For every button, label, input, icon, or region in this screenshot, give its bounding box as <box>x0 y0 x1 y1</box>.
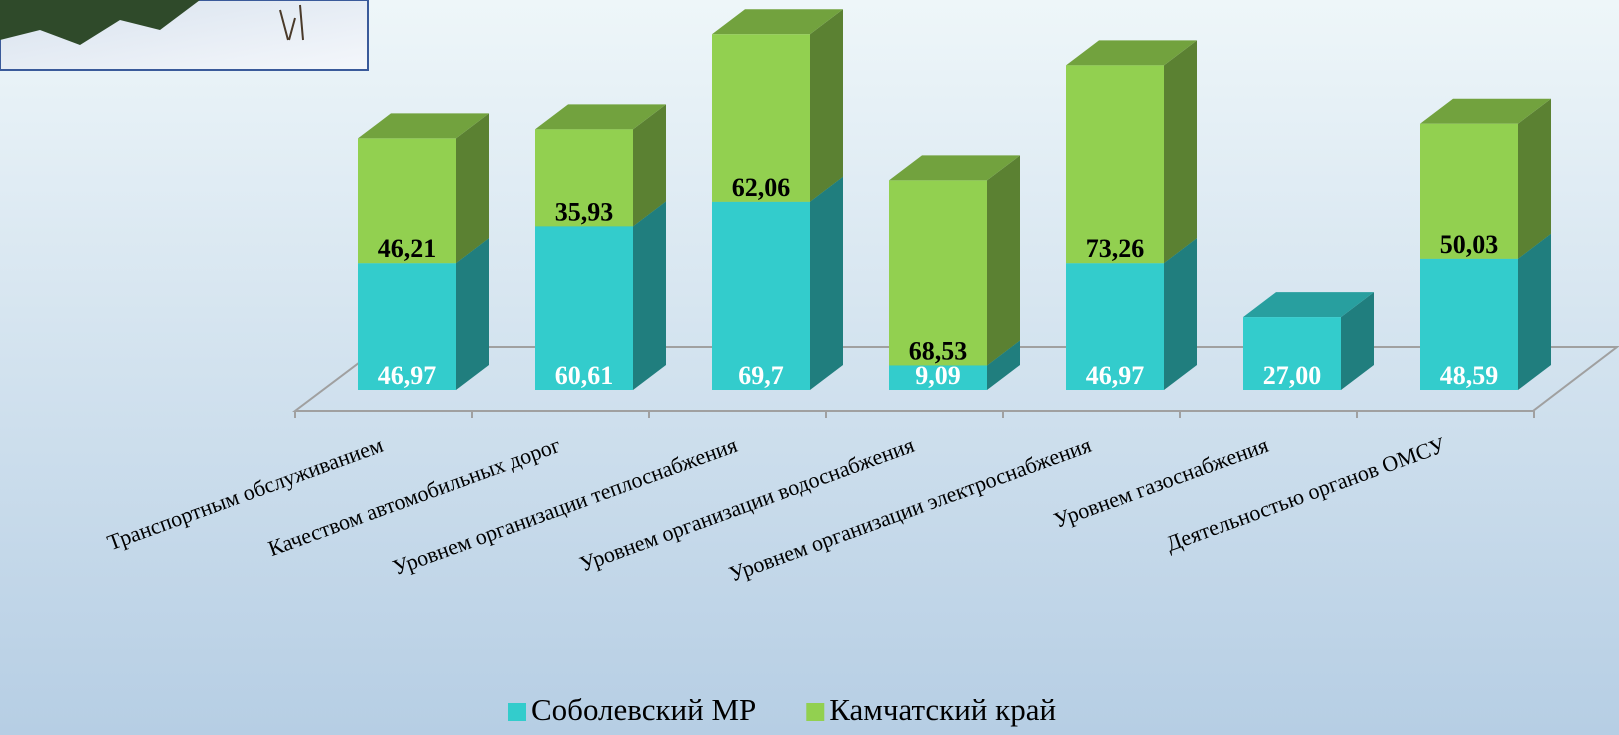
legend-swatch <box>806 703 825 721</box>
bar-side <box>810 176 843 390</box>
bar-top <box>1420 98 1551 124</box>
bar <box>889 180 987 366</box>
bar-segment: 62,06 <box>712 9 843 202</box>
legend-swatch <box>508 703 526 721</box>
bar-segment: 68,53 <box>889 155 1020 366</box>
bar <box>1420 258 1518 390</box>
bar-top <box>358 113 489 139</box>
bar-segment: 46,21 <box>358 113 489 264</box>
photo <box>0 0 369 71</box>
bar-segment: 73,26 <box>1066 40 1197 264</box>
bar <box>535 129 633 227</box>
bar-segment: 60,61 <box>535 201 666 390</box>
bar-side <box>810 9 843 202</box>
bar-top <box>535 104 666 130</box>
bar-side <box>1341 292 1374 390</box>
value-label: 46,97 <box>1086 361 1145 390</box>
bar-side <box>633 104 666 227</box>
bar <box>358 263 456 390</box>
floor <box>292 346 1619 412</box>
bar <box>712 34 810 202</box>
legend-label: Камчатский край <box>829 692 1056 727</box>
bar <box>535 226 633 390</box>
value-label: 69,7 <box>738 361 784 390</box>
bar <box>1066 65 1164 264</box>
value-label: 27,00 <box>1263 361 1322 390</box>
value-label: 60,61 <box>555 361 614 390</box>
bar <box>358 138 456 264</box>
legend-label: Соболевский МР <box>531 692 756 727</box>
bar-side <box>1164 238 1197 390</box>
bar-side <box>1518 98 1551 259</box>
value-label: 46,97 <box>378 361 437 390</box>
bar <box>889 365 987 390</box>
value-label: 46,21 <box>378 234 437 263</box>
bar <box>1420 123 1518 259</box>
bar-top <box>1066 40 1197 66</box>
value-label: 50,03 <box>1440 230 1499 259</box>
bar <box>1243 317 1341 390</box>
bar-top <box>1243 292 1374 318</box>
bar-side <box>633 201 666 390</box>
bar-segment: 50,03 <box>1420 98 1551 259</box>
bar-segment: 69,7 <box>712 176 843 390</box>
bar-top <box>889 155 1020 181</box>
value-label: 48,59 <box>1440 361 1499 390</box>
bar <box>712 201 810 390</box>
bar-side <box>987 155 1020 366</box>
value-label: 62,06 <box>732 173 791 202</box>
bar-side <box>1164 40 1197 264</box>
bar <box>1066 263 1164 390</box>
bar-segment: 35,93 <box>535 104 666 227</box>
value-label: 9,09 <box>915 361 961 390</box>
bar-side <box>1518 233 1551 390</box>
bar-side <box>987 340 1020 390</box>
bar-segment: 27,00 <box>1243 292 1374 390</box>
value-label: 73,26 <box>1086 234 1145 263</box>
bar-top <box>712 9 843 35</box>
bar-side <box>456 113 489 264</box>
value-label: 35,93 <box>555 197 614 226</box>
value-label: 68,53 <box>909 336 968 365</box>
bar-side <box>456 238 489 390</box>
